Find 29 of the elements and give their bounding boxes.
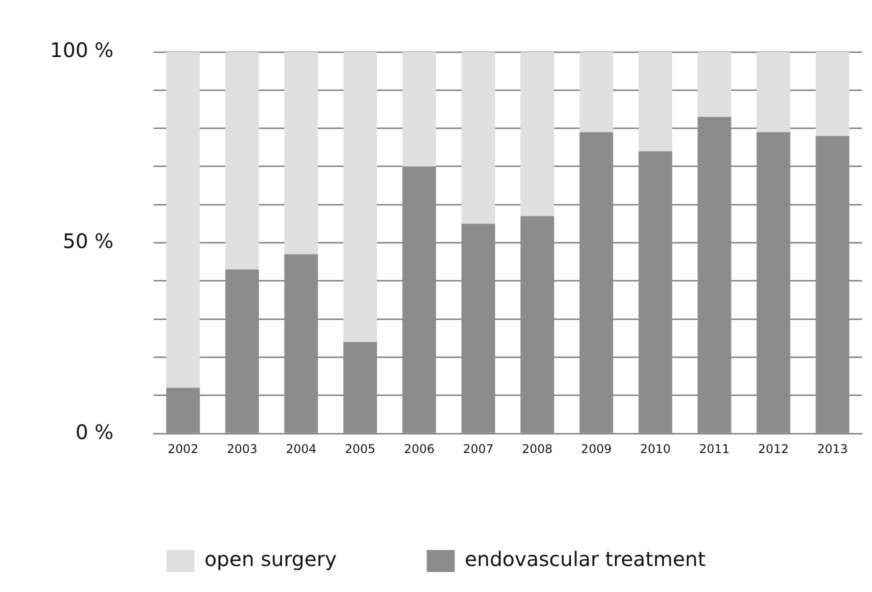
x-tick-label: 2004 — [286, 442, 316, 456]
x-tick-label: 2002 — [168, 442, 198, 456]
x-tick-label: 2012 — [758, 442, 789, 456]
x-tick-label: 2011 — [699, 442, 730, 456]
bar — [580, 52, 614, 132]
x-tick-label: 2010 — [640, 442, 671, 456]
bar — [225, 52, 259, 270]
x-tick-label: 2006 — [404, 442, 434, 456]
bar — [756, 52, 790, 132]
y-tick-label: 0 % — [75, 420, 114, 444]
x-tick-label: 2013 — [817, 442, 848, 456]
bar — [698, 52, 732, 117]
x-tick-label: 2008 — [522, 442, 553, 456]
bar — [166, 52, 200, 388]
bar — [402, 52, 436, 166]
x-tick-label: 2007 — [462, 442, 494, 456]
bar — [284, 52, 318, 254]
y-tick-label: 50 % — [62, 229, 114, 254]
bar — [638, 52, 672, 152]
legend-label: endovascular treatment — [464, 547, 706, 572]
bar — [816, 52, 850, 136]
x-tick-label: 2005 — [344, 442, 376, 456]
bar — [520, 52, 554, 216]
x-tick-label: 2003 — [226, 442, 258, 456]
legend-label: open surgery — [204, 547, 337, 572]
x-tick-label: 2009 — [581, 442, 612, 456]
bar — [343, 52, 377, 342]
bar — [461, 52, 496, 224]
y-tick-label: 100 % — [50, 38, 114, 62]
